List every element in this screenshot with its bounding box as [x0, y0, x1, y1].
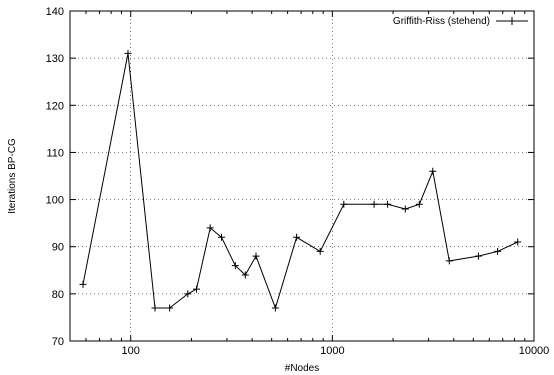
- data-point: [293, 233, 301, 241]
- y-tick-label: 100: [46, 195, 64, 207]
- data-point: [415, 200, 423, 208]
- data-point: [166, 304, 174, 312]
- y-tick-label: 120: [46, 100, 64, 112]
- data-point: [316, 247, 324, 255]
- y-axis: 70 80 90 100 110 120 130 140: [46, 6, 534, 348]
- data-point: [206, 224, 214, 232]
- data-point: [241, 271, 249, 279]
- y-tick-label: 130: [46, 53, 64, 65]
- data-point: [384, 200, 392, 208]
- y-tick-label: 140: [46, 6, 64, 18]
- series-line: [82, 53, 518, 310]
- data-point: [124, 49, 132, 57]
- data-point: [474, 252, 482, 260]
- data-point: [252, 252, 260, 260]
- legend-marker: [508, 17, 516, 25]
- data-point: [401, 205, 409, 213]
- data-point: [231, 262, 239, 270]
- data-point: [445, 257, 453, 265]
- data-point: [218, 233, 225, 241]
- data-point: [79, 280, 87, 288]
- x-tick-label: 1000: [320, 345, 344, 357]
- data-point: [193, 285, 200, 293]
- data-point: [340, 200, 348, 208]
- x-axis: 100 1000 10000: [69, 11, 550, 357]
- x-tick-label: 100: [122, 345, 140, 357]
- y-tick-label: 110: [46, 147, 64, 159]
- data-series: [79, 49, 522, 312]
- y-tick-label: 80: [52, 289, 64, 301]
- plot-frame: [69, 10, 535, 342]
- data-point: [271, 304, 279, 312]
- y-tick-label: 90: [52, 242, 64, 254]
- legend: Griffith-Riss (stehend): [393, 16, 528, 27]
- data-point: [429, 167, 437, 175]
- x-axis-label: #Nodes: [285, 363, 319, 374]
- data-point: [494, 247, 502, 255]
- y-tick-label: 70: [52, 336, 64, 348]
- data-point: [184, 290, 192, 298]
- x-tick-label: 10000: [519, 345, 550, 357]
- data-point: [514, 238, 522, 246]
- data-point: [151, 304, 159, 312]
- gridlines: [70, 11, 534, 341]
- y-axis-label: Iterations BP-CG: [7, 138, 18, 214]
- data-point: [370, 200, 378, 208]
- legend-label: Griffith-Riss (stehend): [393, 16, 490, 27]
